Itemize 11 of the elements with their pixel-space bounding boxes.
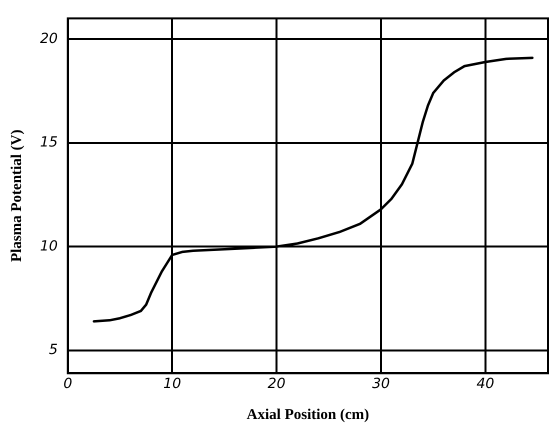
x-tick-label: 0 xyxy=(63,376,72,392)
x-axis-title: Axial Position (cm) xyxy=(246,406,370,423)
y-tick-label: 10 xyxy=(40,238,58,254)
x-tick-label: 20 xyxy=(268,376,286,392)
y-tick-label: 20 xyxy=(40,30,58,47)
x-tick-label: 10 xyxy=(163,376,182,392)
y-tick-label: 5 xyxy=(48,342,58,358)
x-tick-label: 40 xyxy=(476,376,494,392)
x-tick-label: 30 xyxy=(372,376,390,392)
y-tick-label: 15 xyxy=(40,134,58,151)
y-axis-title: Plasma Potential (V) xyxy=(8,130,25,262)
